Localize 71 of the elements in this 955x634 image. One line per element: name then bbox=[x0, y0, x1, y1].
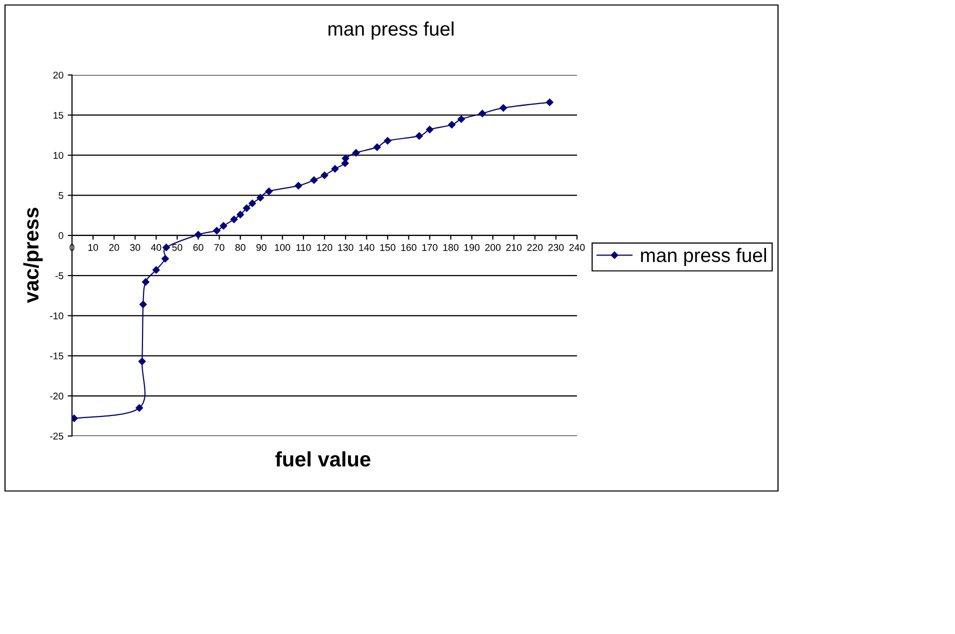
y-tick-label: 10 bbox=[54, 152, 64, 159]
point bbox=[152, 266, 160, 274]
y-tick-label: -10 bbox=[50, 312, 64, 320]
point bbox=[448, 121, 456, 128]
x-tick-label: 70 bbox=[214, 244, 224, 251]
point bbox=[478, 110, 486, 118]
x-tick-label: 160 bbox=[401, 244, 416, 251]
y-tick-label: 0 bbox=[58, 232, 64, 240]
x-tick-label: 100 bbox=[275, 244, 290, 251]
point bbox=[384, 137, 392, 144]
point bbox=[310, 176, 318, 184]
x-tick-label: 240 bbox=[569, 244, 585, 251]
point bbox=[342, 154, 350, 162]
point bbox=[72, 414, 78, 422]
x-tick-label: 130 bbox=[338, 244, 354, 251]
x-tick-label: 80 bbox=[235, 244, 246, 251]
point bbox=[546, 98, 554, 106]
y-tick-label: 20 bbox=[53, 72, 64, 79]
point bbox=[142, 278, 150, 286]
point bbox=[416, 132, 423, 140]
point bbox=[248, 200, 256, 207]
x-tick-label: 30 bbox=[130, 244, 140, 251]
x-tick-label: 170 bbox=[422, 244, 438, 251]
point bbox=[352, 149, 360, 156]
y-tick-label: -20 bbox=[50, 392, 64, 400]
x-axis-title: fuel value bbox=[275, 451, 370, 467]
point bbox=[320, 172, 328, 179]
chart-title: man press fuel bbox=[328, 22, 454, 40]
point bbox=[243, 204, 250, 212]
point bbox=[162, 244, 170, 252]
point bbox=[220, 222, 228, 230]
point bbox=[294, 182, 302, 190]
point bbox=[136, 404, 143, 412]
x-tick-label: 200 bbox=[485, 244, 501, 251]
x-tick-label: 190 bbox=[464, 244, 480, 251]
x-tick-label: 10 bbox=[88, 244, 98, 251]
point bbox=[500, 104, 507, 112]
point bbox=[194, 231, 202, 238]
point bbox=[426, 126, 434, 134]
x-tick-label: 150 bbox=[380, 244, 396, 251]
y-tick-label: 5 bbox=[58, 192, 64, 199]
y-axis-title: vac/press bbox=[23, 208, 43, 303]
y-tick-label: 15 bbox=[54, 112, 64, 119]
y-tick-label: -5 bbox=[55, 272, 64, 280]
point bbox=[341, 160, 349, 167]
x-tick-label: 90 bbox=[256, 244, 266, 251]
point bbox=[265, 188, 273, 195]
x-tick-label: 120 bbox=[317, 244, 332, 251]
x-tick-label: 210 bbox=[506, 244, 522, 251]
x-tick-label: 140 bbox=[359, 244, 374, 251]
x-tick-label: 60 bbox=[193, 244, 204, 251]
point bbox=[373, 144, 381, 151]
point bbox=[162, 255, 169, 262]
point bbox=[331, 165, 339, 172]
y-tick-label: -25 bbox=[50, 432, 64, 440]
x-tick-label: 110 bbox=[296, 244, 311, 251]
point bbox=[138, 358, 146, 366]
x-tick-label: 40 bbox=[150, 244, 162, 251]
x-tick-label: 180 bbox=[443, 244, 458, 251]
legend-label: man press fuel bbox=[641, 248, 766, 266]
point bbox=[256, 194, 264, 202]
x-tick-label: 230 bbox=[548, 244, 564, 251]
x-tick-label: 20 bbox=[109, 244, 120, 251]
point bbox=[230, 216, 238, 224]
point bbox=[236, 210, 244, 218]
point bbox=[458, 115, 465, 123]
y-tick-label: -15 bbox=[50, 352, 64, 360]
x-tick-label: 220 bbox=[527, 244, 543, 251]
point bbox=[139, 300, 147, 308]
x-tick-label: 50 bbox=[172, 244, 182, 251]
point bbox=[213, 226, 220, 234]
